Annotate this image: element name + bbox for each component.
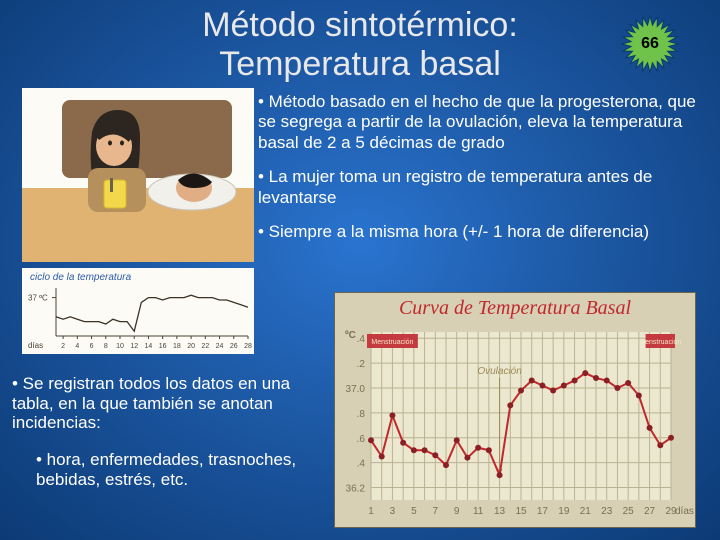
- svg-text:9: 9: [454, 506, 460, 517]
- svg-text:días: días: [28, 341, 43, 350]
- basal-temp-chart: Curva de Temperatura Basal ºC 36.2 .4 .6 .8 3…: [334, 292, 696, 528]
- svg-text:24: 24: [216, 343, 224, 350]
- svg-text:.4: .4: [357, 334, 366, 345]
- svg-text:Menstruación: Menstruación: [639, 339, 681, 346]
- svg-text:26: 26: [230, 343, 238, 350]
- illustration: [22, 88, 254, 262]
- svg-text:1: 1: [368, 506, 374, 517]
- svg-text:18: 18: [173, 343, 181, 350]
- svg-text:5: 5: [411, 506, 417, 517]
- svg-text:ºC: ºC: [345, 330, 356, 341]
- svg-text:7: 7: [433, 506, 439, 517]
- svg-text:13: 13: [494, 506, 506, 517]
- svg-text:11: 11: [473, 506, 484, 517]
- svg-text:.8: .8: [357, 409, 366, 420]
- svg-text:37.0: 37.0: [346, 384, 366, 395]
- big-chart-svg: ºC36.2.4.6.837.0.2.413579111315171921232…: [335, 322, 697, 524]
- svg-text:28: 28: [244, 343, 252, 350]
- slide-title: Método sintotérmico:Temperatura basal: [160, 6, 560, 84]
- svg-text:6: 6: [90, 343, 94, 350]
- svg-text:4: 4: [75, 343, 79, 350]
- svg-text:17: 17: [537, 506, 549, 517]
- svg-text:37 ºC: 37 ºC: [28, 294, 48, 303]
- svg-text:20: 20: [187, 343, 195, 350]
- svg-text:14: 14: [145, 343, 153, 350]
- svg-text:días: días: [675, 506, 694, 517]
- bullet-2: • La mujer toma un registro de temperatu…: [258, 167, 712, 208]
- note-text: • Se registran todos los datos en una ta…: [12, 374, 330, 433]
- svg-text:27: 27: [644, 506, 656, 517]
- svg-text:Ovulación: Ovulación: [477, 366, 522, 377]
- svg-text:.6: .6: [357, 434, 366, 445]
- svg-text:23: 23: [601, 506, 613, 517]
- svg-text:3: 3: [390, 506, 396, 517]
- svg-text:25: 25: [623, 506, 635, 517]
- bullet-list: • Método basado en el hecho de que la pr…: [258, 92, 712, 256]
- svg-text:22: 22: [201, 343, 209, 350]
- svg-text:15: 15: [515, 506, 527, 517]
- svg-text:21: 21: [580, 506, 592, 517]
- subnote-text: • hora, enfermedades, trasnoches, bebida…: [36, 450, 316, 489]
- page-badge: 66: [620, 14, 680, 74]
- small-cycle-chart: ciclo de la temperatura37 ºC246810121416…: [22, 268, 254, 354]
- svg-text:16: 16: [159, 343, 167, 350]
- svg-text:ciclo de la temperatura: ciclo de la temperatura: [30, 272, 132, 283]
- svg-text:.4: .4: [357, 459, 366, 470]
- page-number: 66: [620, 14, 680, 74]
- illustration-svg: [22, 88, 254, 262]
- small-chart-svg: ciclo de la temperatura37 ºC246810121416…: [22, 268, 254, 354]
- svg-text:10: 10: [116, 343, 124, 350]
- svg-text:2: 2: [61, 343, 65, 350]
- svg-text:8: 8: [104, 343, 108, 350]
- chart-title: Curva de Temperatura Basal: [335, 293, 695, 322]
- bullet-1: • Método basado en el hecho de que la pr…: [258, 92, 712, 153]
- bullet-3: • Siempre a la misma hora (+/- 1 hora de…: [258, 222, 712, 242]
- svg-text:.2: .2: [357, 359, 366, 370]
- svg-text:19: 19: [558, 506, 570, 517]
- svg-text:36.2: 36.2: [346, 484, 366, 495]
- svg-text:12: 12: [130, 343, 138, 350]
- svg-text:Menstruación: Menstruación: [371, 339, 413, 346]
